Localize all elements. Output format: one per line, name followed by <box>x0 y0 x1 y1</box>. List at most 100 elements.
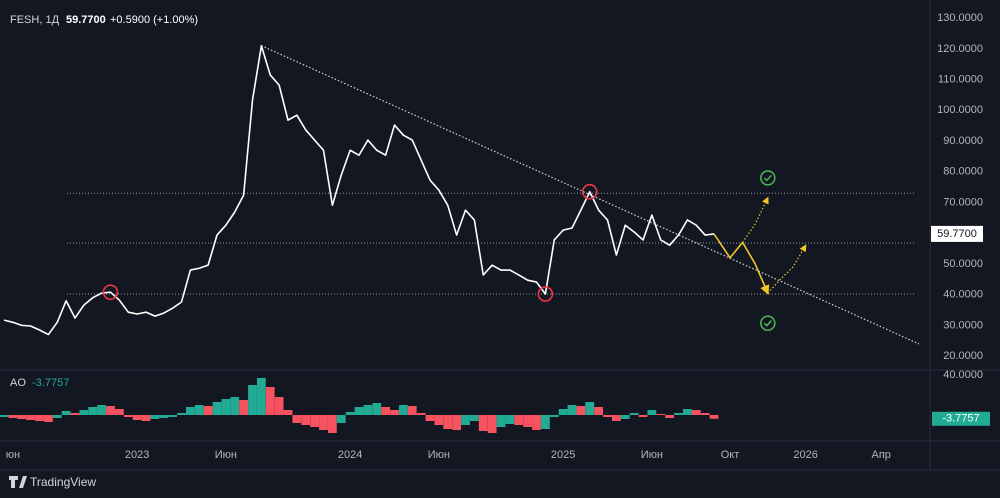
ao-bar <box>398 405 408 415</box>
ao-bar <box>434 415 444 425</box>
ao-bar <box>177 413 186 415</box>
ao-bar <box>52 415 62 418</box>
ao-bar <box>0 415 9 417</box>
ao-bar <box>168 415 178 417</box>
ao-bar <box>230 397 240 415</box>
ao-bar <box>523 415 533 427</box>
ao-bar <box>310 415 320 427</box>
marker-ring <box>759 315 776 332</box>
ao-bar <box>372 403 382 415</box>
y-tick-label: 40.0000 <box>943 369 983 381</box>
ao-bar <box>390 410 399 415</box>
ao-bar <box>17 415 27 419</box>
ao-bar <box>478 415 488 431</box>
check-tick <box>763 174 772 182</box>
last-price-box <box>931 225 983 242</box>
drawing-line <box>261 45 920 345</box>
ao-bar <box>88 407 98 415</box>
last-price-label: 59.7700 <box>937 228 977 240</box>
ao-bar <box>461 415 470 425</box>
logo <box>9 476 27 488</box>
x-tick-label: Апр <box>871 449 890 461</box>
y-tick-label: 30.0000 <box>943 319 983 331</box>
ao-bar <box>97 405 107 415</box>
y-tick-label: 120.0000 <box>937 43 983 55</box>
ao-bar <box>283 410 293 415</box>
ao-bar <box>292 415 302 423</box>
ao-bar <box>576 406 586 415</box>
ao-value: -3.7757 <box>32 377 69 389</box>
ao-bar <box>203 406 213 415</box>
circle-marker <box>102 284 119 300</box>
ao-bar <box>549 415 559 417</box>
ao-bar <box>647 410 657 415</box>
ao-bar <box>638 415 648 417</box>
price-line <box>3 44 715 336</box>
ao-bar <box>132 415 142 420</box>
ao-bar <box>106 406 115 415</box>
ao-bar <box>585 402 595 415</box>
ao-bar <box>150 415 160 419</box>
header-change: +0.5900 (+1.00%) <box>110 14 198 26</box>
check-tick <box>763 320 772 327</box>
y-tick-label: 70.0000 <box>943 196 983 208</box>
ao-bar <box>443 415 453 429</box>
ao-bar <box>327 415 337 433</box>
ao-bar <box>79 410 89 415</box>
x-tick-label: Июн <box>215 449 237 461</box>
ao-bar <box>567 405 577 415</box>
marker-ring <box>537 286 554 302</box>
ao-bar <box>319 415 328 430</box>
ao-bar <box>43 415 53 422</box>
ao-bar <box>301 415 311 425</box>
ao-bar <box>709 415 719 419</box>
ao-bar <box>141 415 151 421</box>
ao-bar <box>336 415 346 423</box>
ao-bar <box>265 387 275 415</box>
ao-bar <box>700 413 710 415</box>
ao-bar <box>26 415 36 420</box>
ao-bar <box>274 397 284 415</box>
x-tick-label: Окт <box>721 449 740 461</box>
x-tick-label: 2025 <box>551 449 575 461</box>
ao-bar <box>381 407 391 415</box>
check-marker <box>759 170 776 186</box>
ao-bar <box>505 415 515 424</box>
y-tick-label: 80.0000 <box>943 166 983 178</box>
ao-bar <box>159 415 169 418</box>
check-marker <box>759 315 776 332</box>
ao-bar <box>239 400 249 415</box>
y-tick-label: 40.0000 <box>943 289 983 301</box>
ao-bar <box>611 415 621 421</box>
x-tick-label: Июн <box>641 449 663 461</box>
ao-bar <box>540 415 550 429</box>
x-tick-label: Июн <box>428 449 450 461</box>
ao-bar <box>221 399 231 415</box>
ao-bar <box>682 409 692 415</box>
ao-bar <box>469 415 479 421</box>
brand: TradingView <box>30 475 96 489</box>
ao-bar <box>212 402 222 415</box>
ao-bar <box>248 385 257 415</box>
ao-bar <box>532 415 541 430</box>
circle-marker <box>581 183 598 200</box>
ao-bar <box>61 411 71 415</box>
ao-bar <box>514 415 524 425</box>
ao-bar <box>194 405 204 415</box>
ao-bar <box>123 415 133 417</box>
ao-bar <box>496 415 506 427</box>
ao-bar <box>256 378 266 415</box>
ao-bar <box>70 413 80 415</box>
ao-bar <box>674 413 683 415</box>
marker-ring <box>759 170 776 186</box>
ao-bar <box>665 415 675 418</box>
x-tick-label: 2024 <box>338 449 362 461</box>
ao-bar <box>416 413 426 415</box>
ao-bar <box>363 405 373 415</box>
y-tick-label: 110.0000 <box>938 73 983 85</box>
y-tick-label: 130.0000 <box>937 12 983 24</box>
ao-bar <box>185 407 195 415</box>
symbol: FESH, 1Д <box>10 14 60 26</box>
ao-bar <box>629 413 639 415</box>
